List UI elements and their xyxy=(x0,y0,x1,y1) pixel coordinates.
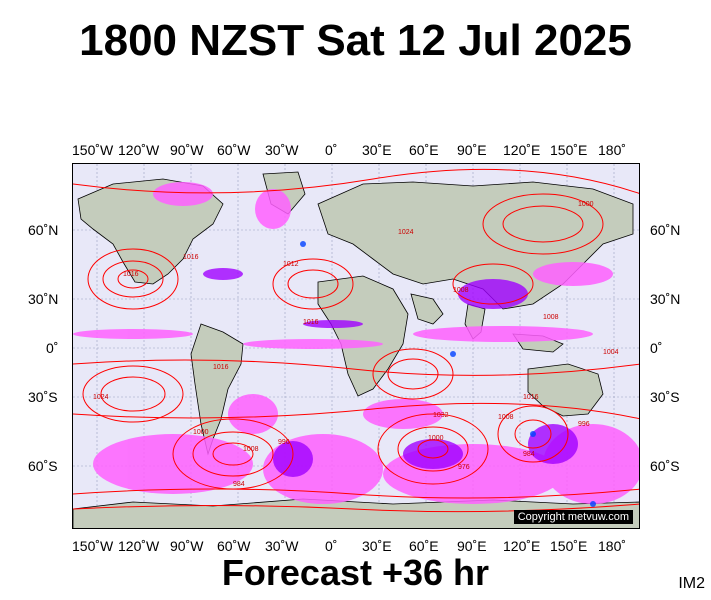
lat-label: 30˚S xyxy=(28,389,58,405)
pressure-label: 1016 xyxy=(523,394,539,401)
lat-label: 30˚S xyxy=(650,389,680,405)
lon-label: 60˚E xyxy=(409,538,439,554)
pressure-label: 1016 xyxy=(183,254,199,261)
pressure-label: 1016 xyxy=(303,319,319,326)
lon-label: 0˚ xyxy=(325,142,338,158)
pressure-label: 1000 xyxy=(428,435,444,442)
lon-label: 180˚ xyxy=(598,538,627,554)
map-title: 1800 NZST Sat 12 Jul 2025 xyxy=(79,16,632,65)
lon-label: 0˚ xyxy=(325,538,338,554)
lon-label: 30˚E xyxy=(362,142,392,158)
lon-label: 120˚E xyxy=(503,538,541,554)
lon-label: 180˚ xyxy=(598,142,627,158)
lat-label: 30˚N xyxy=(28,291,59,307)
lon-label: 120˚W xyxy=(118,538,160,554)
lon-label: 60˚W xyxy=(217,142,251,158)
pressure-label: 1000 xyxy=(193,429,209,436)
lat-label: 60˚S xyxy=(28,458,58,474)
lon-label: 30˚E xyxy=(362,538,392,554)
pressure-label: 1004 xyxy=(603,349,619,356)
pressure-label: 1008 xyxy=(243,446,259,453)
forecast-label: Forecast +36 hr xyxy=(221,552,490,593)
pressure-label: 984 xyxy=(233,481,245,488)
lon-label: 30˚W xyxy=(265,538,299,554)
pressure-label: 1000 xyxy=(578,201,594,208)
lon-label: 150˚E xyxy=(550,142,588,158)
lon-label: 120˚E xyxy=(503,142,541,158)
lon-label: 90˚E xyxy=(457,142,487,158)
lon-label: 150˚E xyxy=(550,538,588,554)
isobars xyxy=(73,168,639,513)
pressure-label: 1008 xyxy=(543,314,559,321)
lon-label: 150˚W xyxy=(72,142,114,158)
pressure-label: 1012 xyxy=(283,261,299,268)
lat-label: 60˚N xyxy=(28,222,59,238)
lon-label: 120˚W xyxy=(118,142,160,158)
lat-label: 0˚ xyxy=(650,340,663,356)
pressure-label: 996 xyxy=(278,439,290,446)
copyright-badge: Copyright metvuw.com xyxy=(513,510,633,524)
pressure-label: 1008 xyxy=(498,414,514,421)
lat-label: 60˚N xyxy=(650,222,681,238)
pressure-label: 1032 xyxy=(433,412,449,419)
lat-label: 0˚ xyxy=(46,340,59,356)
pressure-label: 1008 xyxy=(453,287,469,294)
weather-map: 1016 1016 1024 1012 1008 1008 1004 1016 … xyxy=(72,163,640,529)
pressure-label: 1016 xyxy=(213,364,229,371)
pressure-label: 1024 xyxy=(398,229,414,236)
lon-label: 90˚W xyxy=(170,142,204,158)
lat-label: 30˚N xyxy=(650,291,681,307)
lon-label: 150˚W xyxy=(72,538,114,554)
pressure-label: 1016 xyxy=(123,271,139,278)
pressure-label: 976 xyxy=(458,464,470,471)
map-drawing: 1016 1016 1024 1012 1008 1008 1004 1016 … xyxy=(73,164,639,528)
lon-label: 30˚W xyxy=(265,142,299,158)
pressure-label: 1024 xyxy=(93,394,109,401)
lat-label: 60˚S xyxy=(650,458,680,474)
pressure-label: 984 xyxy=(523,451,535,458)
pressure-label: 996 xyxy=(578,421,590,428)
lon-label: 90˚E xyxy=(457,538,487,554)
product-code: IM2 xyxy=(678,575,705,592)
lon-label: 60˚W xyxy=(217,538,251,554)
pressure-labels: 1016 1016 1024 1012 1008 1008 1004 1016 … xyxy=(93,201,619,488)
lon-label: 60˚E xyxy=(409,142,439,158)
lon-label: 90˚W xyxy=(170,538,204,554)
